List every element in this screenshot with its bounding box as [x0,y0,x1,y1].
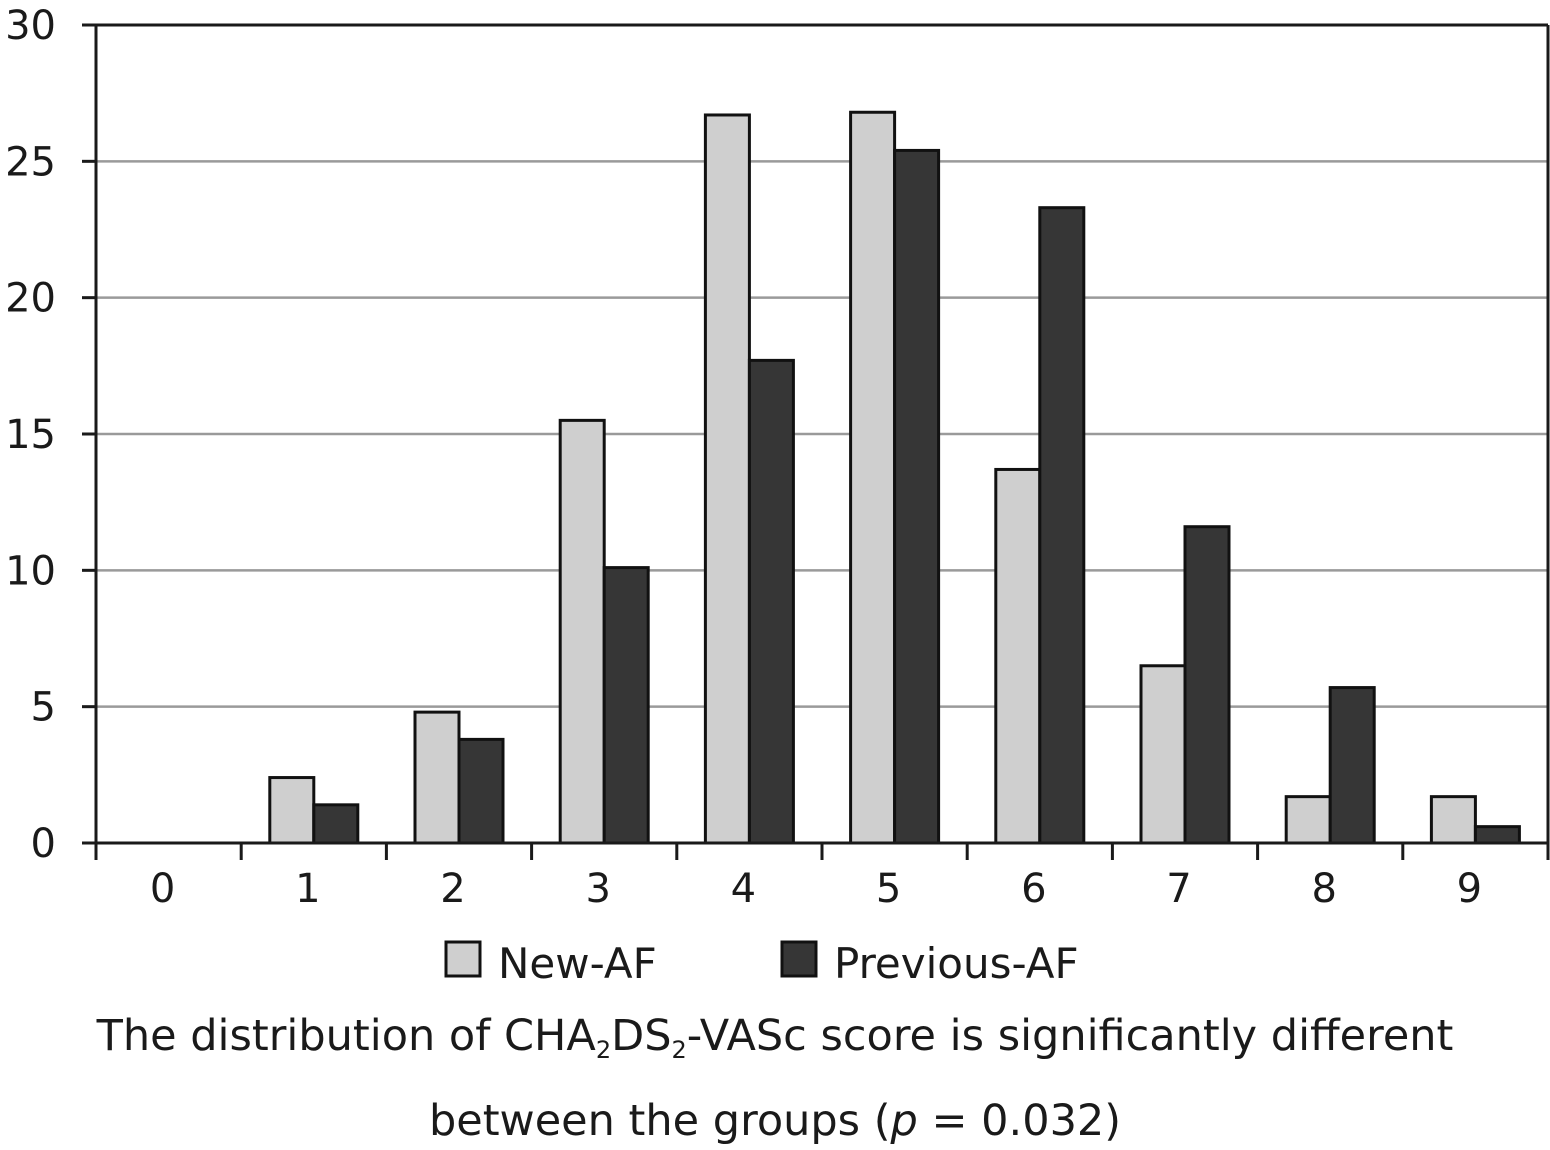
caption-text: The distribution of CHA [96,1011,596,1061]
bar-previous-af-6 [1038,206,1086,845]
chart-caption-line-2: between the groups (p = 0.032) [0,1100,1550,1143]
legend-label-previous-af: Previous-AF [834,939,1079,988]
x-tick-label: 2 [440,866,465,912]
bar-new-af-7 [1139,664,1187,845]
caption-text: -VASc score is significantly different [686,1011,1454,1061]
legend-swatch-new-af [444,940,482,978]
y-tick-label: 25 [5,139,56,185]
x-tick-label: 6 [1021,866,1046,912]
y-tick-label: 15 [5,412,56,458]
caption-subscript: 2 [671,1036,687,1064]
bar-previous-af-9 [1473,825,1521,845]
bar-previous-af-1 [312,803,360,845]
legend-swatch-previous-af [780,940,818,978]
y-tick-label: 30 [5,3,56,49]
caption-p-symbol: p [890,1096,918,1146]
bar-new-af-6 [994,467,1042,845]
x-tick-label: 7 [1166,866,1191,912]
y-tick-labels: 0 5 10 15 20 25 30 [5,3,56,867]
bar-new-af-4 [703,113,751,845]
bar-previous-af-4 [747,358,795,845]
x-tick-label: 1 [295,866,320,912]
x-tick-label: 9 [1457,866,1482,912]
legend-label-new-af: New-AF [498,939,657,988]
y-tick-label: 20 [5,276,56,322]
caption-text: between the groups ( [428,1096,891,1146]
x-tick-label: 5 [876,866,901,912]
x-tick-label: 0 [150,866,175,912]
x-tick-label: 8 [1311,866,1336,912]
bar-previous-af-2 [457,737,505,845]
caption-text: DS [611,1011,672,1061]
x-tick-label: 4 [731,866,756,912]
legend: New-AF Previous-AF [444,939,1079,988]
bar-new-af-9 [1429,795,1477,845]
chart-caption-line-1: The distribution of CHA2DS2-VASc score i… [0,1015,1550,1063]
bar-previous-af-3 [602,566,650,845]
x-tick-labels: 0 1 2 3 4 5 6 7 8 9 [150,866,1482,912]
y-tick-label: 5 [31,685,56,731]
axes [82,23,1550,860]
gridlines [82,23,1548,845]
bar-new-af-1 [268,776,316,845]
bar-previous-af-5 [893,148,941,845]
y-tick-label: 10 [5,548,56,594]
bar-previous-af-8 [1328,686,1376,845]
bars [268,110,1521,845]
bar-previous-af-7 [1183,525,1231,845]
caption-text: = 0.032) [917,1096,1122,1146]
x-tick-label: 3 [585,866,610,912]
bar-new-af-2 [413,710,461,845]
bar-new-af-3 [558,418,606,845]
bar-new-af-8 [1284,795,1332,845]
y-tick-label: 0 [31,821,56,867]
caption-subscript: 2 [595,1036,612,1064]
bar-new-af-5 [849,110,897,845]
